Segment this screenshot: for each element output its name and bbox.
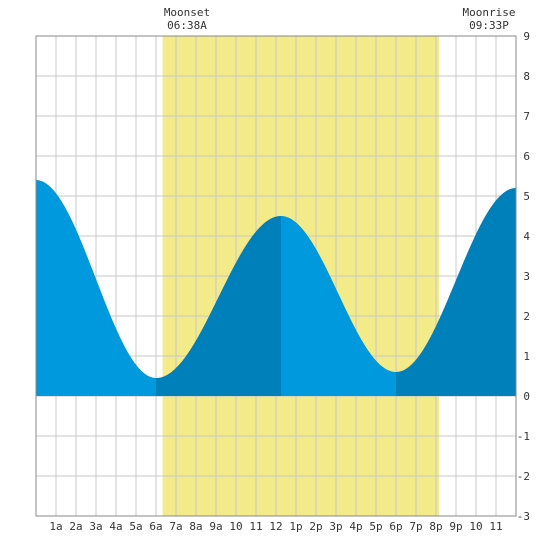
y-tick-label: 8 — [523, 70, 530, 83]
x-tick-label: 8p — [429, 520, 442, 533]
y-tick-label: 1 — [523, 350, 530, 363]
tide-area-rising — [396, 188, 516, 396]
y-tick-label: -3 — [517, 510, 530, 523]
x-tick-label: 5a — [129, 520, 142, 533]
moonset-annotation: Moonset 06:38A — [164, 6, 210, 32]
x-tick-label: 2p — [309, 520, 322, 533]
tide-area-falling — [281, 216, 396, 396]
x-tick-label: 7a — [169, 520, 182, 533]
x-tick-label: 9a — [209, 520, 222, 533]
x-tick-label: 3a — [89, 520, 102, 533]
x-tick-label: 8a — [189, 520, 202, 533]
moonrise-time: 09:33P — [469, 19, 509, 32]
x-tick-label: 1p — [289, 520, 302, 533]
plot-frame — [35, 35, 517, 517]
tide-area-rising — [156, 216, 281, 396]
x-tick-label: 9p — [449, 520, 462, 533]
moonset-label: Moonset — [164, 6, 210, 19]
y-tick-label: 3 — [523, 270, 530, 283]
y-tick-label: -2 — [517, 470, 530, 483]
x-tick-label: 3p — [329, 520, 342, 533]
x-tick-label: 5p — [369, 520, 382, 533]
x-tick-labels: 1a 2a 3a 4a 5a 6a 7a 8a 9a 10 11 12 1p 2p 3p 4p 5p 6p 7p 8p… — [49, 520, 502, 533]
moonrise-annotation: Moonrise 09:33P — [463, 6, 516, 32]
x-tick-label: 6a — [149, 520, 162, 533]
x-tick-label: 7p — [409, 520, 422, 533]
y-tick-label: 4 — [523, 230, 530, 243]
y-tick-labels: -3 -2 -1 0 1 2 3 4 5 6 7 8 9 — [517, 30, 531, 523]
x-tick-label: 12 — [269, 520, 282, 533]
y-tick-label: 7 — [523, 110, 530, 123]
y-tick-label: -1 — [517, 430, 530, 443]
moonset-time: 06:38A — [167, 19, 207, 32]
y-tick-label: 2 — [523, 310, 530, 323]
tide-area-layer — [36, 180, 516, 396]
y-tick-label: 0 — [523, 390, 530, 403]
y-tick-label: 9 — [523, 30, 530, 43]
x-tick-label: 10 — [469, 520, 482, 533]
y-tick-label: 5 — [523, 190, 530, 203]
tide-area-falling — [36, 180, 156, 396]
x-tick-label: 10 — [229, 520, 242, 533]
x-tick-label: 4a — [109, 520, 122, 533]
x-tick-label: 11 — [249, 520, 262, 533]
x-tick-label: 4p — [349, 520, 362, 533]
x-tick-label: 2a — [69, 520, 82, 533]
moonrise-label: Moonrise — [463, 6, 516, 19]
x-tick-label: 6p — [389, 520, 402, 533]
x-tick-label: 1a — [49, 520, 62, 533]
y-tick-label: 6 — [523, 150, 530, 163]
x-tick-label: 11 — [489, 520, 502, 533]
